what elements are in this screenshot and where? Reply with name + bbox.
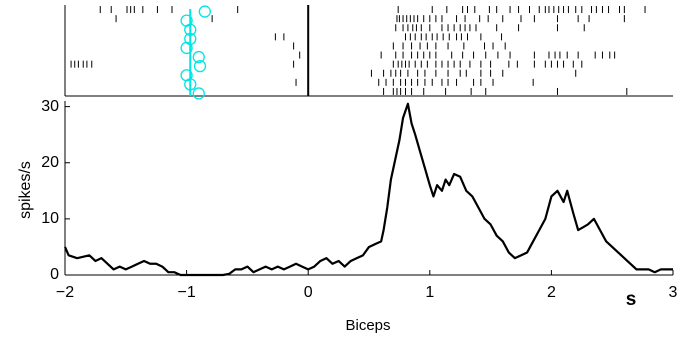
trial-marker (180, 41, 193, 55)
x-tick-label: 3 (669, 284, 678, 301)
trial-marker (193, 60, 207, 73)
y-tick-label: 30 (41, 98, 59, 115)
x-tick-label: 2 (547, 284, 556, 301)
trial-marker (192, 50, 205, 64)
y-tick-label: 10 (41, 210, 59, 227)
x-tick-label: −1 (177, 284, 195, 301)
y-tick-label: 20 (41, 154, 59, 171)
trial-marker (198, 5, 211, 18)
y-axis-label: spikes/s (17, 161, 34, 219)
x-axis-label: Biceps (345, 317, 390, 334)
trial-marker (184, 23, 197, 36)
trial-marker (192, 87, 205, 100)
x-unit-label: s (626, 289, 637, 310)
trial-marker (184, 78, 197, 91)
psth-line (63, 102, 673, 277)
x-tick-label: −2 (56, 284, 74, 301)
y-tick-label: 0 (50, 266, 59, 283)
x-tick-label: 1 (425, 284, 434, 301)
x-tick-label: 0 (304, 284, 313, 301)
